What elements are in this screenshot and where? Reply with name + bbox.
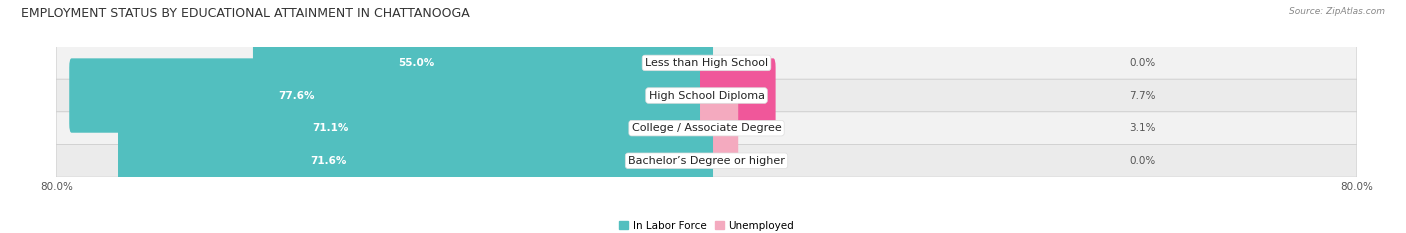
Text: College / Associate Degree: College / Associate Degree <box>631 123 782 133</box>
FancyBboxPatch shape <box>122 91 713 165</box>
Text: Less than High School: Less than High School <box>645 58 768 68</box>
Text: 0.0%: 0.0% <box>1129 156 1156 166</box>
Text: 71.6%: 71.6% <box>311 156 346 166</box>
Text: 71.1%: 71.1% <box>312 123 349 133</box>
Text: 77.6%: 77.6% <box>278 91 315 100</box>
FancyBboxPatch shape <box>253 26 713 100</box>
Text: EMPLOYMENT STATUS BY EDUCATIONAL ATTAINMENT IN CHATTANOOGA: EMPLOYMENT STATUS BY EDUCATIONAL ATTAINM… <box>21 7 470 20</box>
FancyBboxPatch shape <box>56 79 1357 112</box>
Text: 55.0%: 55.0% <box>398 58 434 68</box>
Text: 7.7%: 7.7% <box>1129 91 1156 100</box>
FancyBboxPatch shape <box>69 58 713 133</box>
Text: 3.1%: 3.1% <box>1129 123 1156 133</box>
Legend: In Labor Force, Unemployed: In Labor Force, Unemployed <box>619 221 794 231</box>
FancyBboxPatch shape <box>700 91 738 165</box>
FancyBboxPatch shape <box>56 144 1357 177</box>
FancyBboxPatch shape <box>118 123 713 198</box>
FancyBboxPatch shape <box>700 58 776 133</box>
Text: 0.0%: 0.0% <box>1129 58 1156 68</box>
Text: Bachelor’s Degree or higher: Bachelor’s Degree or higher <box>628 156 785 166</box>
Text: Source: ZipAtlas.com: Source: ZipAtlas.com <box>1289 7 1385 16</box>
FancyBboxPatch shape <box>56 112 1357 144</box>
Text: High School Diploma: High School Diploma <box>648 91 765 100</box>
FancyBboxPatch shape <box>56 47 1357 79</box>
